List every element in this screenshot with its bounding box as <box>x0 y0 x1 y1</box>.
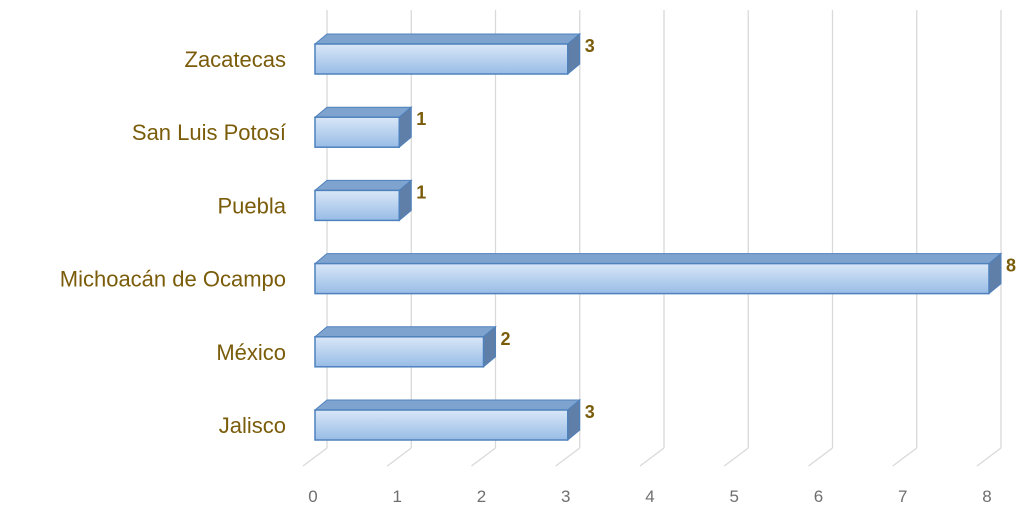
data-label: 2 <box>501 329 511 349</box>
bar <box>313 252 1003 295</box>
bar-front-face <box>314 262 990 295</box>
x-tick-label: 2 <box>477 487 486 506</box>
gridline-floor <box>976 447 1002 467</box>
gridline-floor <box>892 447 918 467</box>
x-tick-label: 7 <box>898 487 907 506</box>
data-label: 1 <box>416 182 426 202</box>
bar-front-face <box>314 189 400 222</box>
bar-front-face <box>314 336 485 368</box>
data-label: 1 <box>416 109 426 129</box>
x-tick-label: 8 <box>982 487 991 506</box>
category-label: San Luis Potosí <box>132 120 286 145</box>
gridline-floor <box>302 447 328 467</box>
bar-front-face <box>314 43 569 75</box>
bar <box>313 398 582 442</box>
bar-top-face <box>313 106 413 118</box>
gridlines <box>302 10 1002 467</box>
gridline-floor <box>555 447 581 467</box>
gridline-floor <box>386 447 412 467</box>
x-axis-ticks: 0 1 2 3 4 5 6 7 8 <box>308 487 991 506</box>
category-axis: Zacatecas San Luis Potosí Puebla Michoacán … <box>60 47 287 438</box>
gridline-floor <box>471 447 496 467</box>
bar-top-face <box>313 33 582 45</box>
data-label: 3 <box>585 36 595 56</box>
category-label: Jalisco <box>219 413 286 438</box>
bar-top-face <box>313 179 413 191</box>
bar-front-face <box>314 116 400 148</box>
category-label: México <box>216 340 286 365</box>
bar <box>313 32 582 76</box>
bar <box>313 325 497 368</box>
gridline-floor <box>723 447 749 467</box>
category-label: Michoacán de Ocampo <box>60 267 286 292</box>
bars <box>313 32 1003 442</box>
gridline-floor <box>808 447 833 467</box>
x-tick-label: 5 <box>730 487 739 506</box>
x-tick-label: 6 <box>814 487 823 506</box>
bar-top-face <box>313 399 582 411</box>
x-tick-label: 3 <box>561 487 570 506</box>
data-label: 3 <box>585 402 595 422</box>
bar-front-face <box>314 409 569 441</box>
data-label: 8 <box>1006 256 1016 276</box>
bar-top-face <box>313 253 1003 265</box>
bar <box>313 106 413 149</box>
gridline-floor <box>639 447 665 467</box>
x-tick-label: 4 <box>645 487 654 506</box>
x-tick-label: 0 <box>308 487 317 506</box>
category-label: Zacatecas <box>185 47 287 72</box>
bar <box>313 179 413 222</box>
data-labels: 3 1 1 8 2 3 <box>416 36 1016 422</box>
x-tick-label: 1 <box>393 487 402 506</box>
category-label: Puebla <box>217 193 286 218</box>
bar-top-face <box>313 326 497 338</box>
